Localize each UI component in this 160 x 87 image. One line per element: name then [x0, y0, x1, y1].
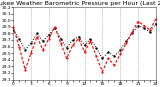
Title: Milwaukee Weather Barometric Pressure per Hour (Last 24 Hours): Milwaukee Weather Barometric Pressure pe… — [0, 1, 160, 6]
